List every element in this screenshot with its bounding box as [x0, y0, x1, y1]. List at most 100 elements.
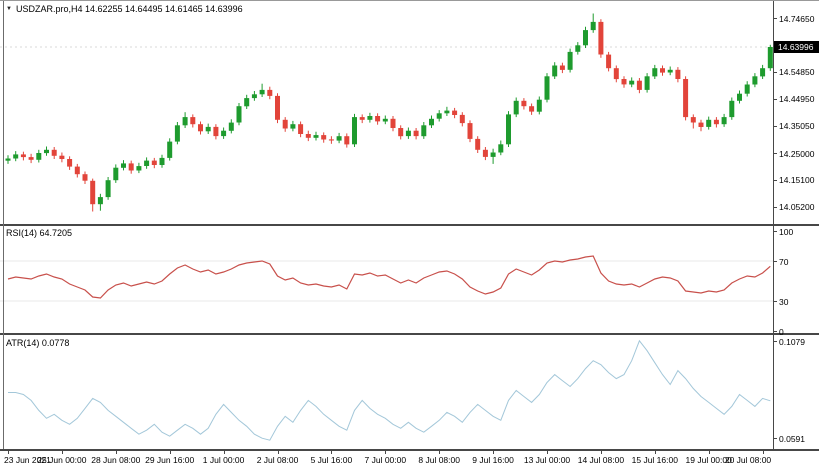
- candle-body: [136, 166, 142, 171]
- candle-body: [467, 123, 473, 139]
- time-axis-tick: [223, 451, 225, 454]
- candle-body: [405, 130, 411, 137]
- candle-body: [413, 130, 419, 137]
- candle-body: [13, 154, 19, 159]
- rsi-axis-label: 100: [779, 226, 794, 237]
- candle-body: [382, 118, 388, 122]
- candle-body: [36, 153, 42, 160]
- time-axis-tick: [115, 451, 117, 454]
- price-axis-tick: [773, 18, 777, 19]
- candle-body: [490, 152, 496, 157]
- candle-body: [552, 65, 558, 77]
- candle-body: [636, 80, 642, 90]
- candle-body: [498, 144, 504, 153]
- candle-body: [144, 160, 150, 166]
- candle-body: [251, 94, 257, 99]
- candlestick-plot[interactable]: [0, 1, 773, 224]
- rsi-plot[interactable]: [0, 226, 773, 333]
- candle-body: [105, 180, 111, 198]
- candle-body: [28, 157, 34, 160]
- candle-body: [390, 118, 396, 128]
- candle-body: [90, 180, 96, 205]
- candle-body: [352, 117, 357, 145]
- candle-body: [20, 154, 26, 158]
- price-axis-label: 14.54850: [779, 67, 815, 78]
- candle-body: [760, 68, 766, 77]
- candle-body: [228, 122, 234, 131]
- price-axis-label: 14.05200: [779, 202, 815, 213]
- atr-axis-tick: [773, 341, 777, 342]
- candle-body: [267, 89, 273, 96]
- price-axis-tick: [773, 206, 777, 208]
- panel-separator[interactable]: [0, 224, 819, 226]
- candle-body: [744, 84, 750, 94]
- candle-body: [190, 117, 196, 125]
- candle-body: [536, 99, 542, 112]
- candle-body: [259, 89, 265, 95]
- candle-body: [737, 93, 742, 101]
- candle-body: [652, 68, 658, 77]
- price-axis-tick: [773, 153, 777, 154]
- candle-body: [367, 116, 373, 120]
- candle-body: [82, 174, 88, 181]
- time-axis-label: 25 Jun 00:00: [37, 455, 87, 465]
- candle-body: [167, 141, 173, 158]
- candle-body: [128, 163, 134, 171]
- atr-plot[interactable]: [0, 335, 773, 449]
- time-axis-label: 14 Jul 08:00: [577, 455, 625, 465]
- candle-body: [482, 149, 488, 157]
- time-axis-label: 15 Jul 16:00: [631, 455, 678, 465]
- rsi-axis-label: 0: [779, 326, 784, 337]
- candle-body: [236, 106, 242, 123]
- rsi-axis-tick: [773, 261, 777, 262]
- candle-body: [221, 130, 227, 137]
- candle-body: [321, 135, 327, 140]
- symbol-info: ▼ USDZAR.pro,H4 14.62255 14.64495 14.614…: [6, 4, 243, 14]
- candle-body: [313, 135, 319, 138]
- time-axis-tick: [493, 451, 495, 454]
- candle-body: [121, 163, 126, 168]
- candle-body: [182, 117, 188, 126]
- price-axis-label: 14.74650: [779, 13, 815, 24]
- candle-body: [575, 45, 581, 52]
- candle-body: [398, 128, 404, 137]
- atr-indicator-label: ATR(14) 0.0778: [6, 338, 70, 348]
- candle-body: [660, 68, 665, 73]
- candle-body: [644, 76, 650, 90]
- candle-body: [205, 126, 211, 132]
- candle-body: [444, 110, 450, 114]
- candle-body: [721, 117, 727, 125]
- candle-body: [198, 124, 203, 132]
- candle-body: [298, 124, 304, 134]
- price-axis-tick: [773, 179, 777, 181]
- candle-body: [174, 125, 180, 142]
- panel-separator[interactable]: [0, 449, 819, 451]
- candle-body: [706, 119, 712, 127]
- price-axis-tick: [773, 71, 777, 73]
- time-axis[interactable]: 23 Jun 2021 25 Jun 00:00 28 Jun 08:00 29 Ju…: [0, 451, 819, 467]
- panel-separator[interactable]: [0, 333, 819, 335]
- atr-axis-label: 0.1079: [779, 336, 805, 347]
- time-axis-tick: [277, 451, 279, 454]
- time-axis-label: 2 Jul 08:00: [256, 455, 299, 465]
- candle-body: [475, 138, 481, 150]
- candle-body: [529, 106, 535, 112]
- time-axis-label: 20 Jul 08:00: [724, 455, 772, 465]
- time-axis-tick: [331, 451, 333, 454]
- candle-body: [698, 122, 704, 127]
- candle-body: [290, 124, 296, 129]
- time-axis-tick: [654, 451, 656, 454]
- candle-body: [621, 79, 627, 85]
- time-axis-tick: [600, 451, 602, 454]
- candle-body: [675, 69, 681, 79]
- candle-body: [690, 117, 696, 123]
- candle-body: [544, 76, 550, 100]
- candle-body: [336, 136, 342, 141]
- price-axis-label: 14.25000: [779, 148, 815, 159]
- time-axis-label: 19 Jul 00:00: [685, 455, 732, 465]
- price-axis-tick: [773, 125, 777, 127]
- rsi-line: [7, 255, 771, 299]
- candle-body: [97, 197, 103, 205]
- rsi-axis-tick: [773, 231, 777, 232]
- atr-line: [8, 339, 771, 441]
